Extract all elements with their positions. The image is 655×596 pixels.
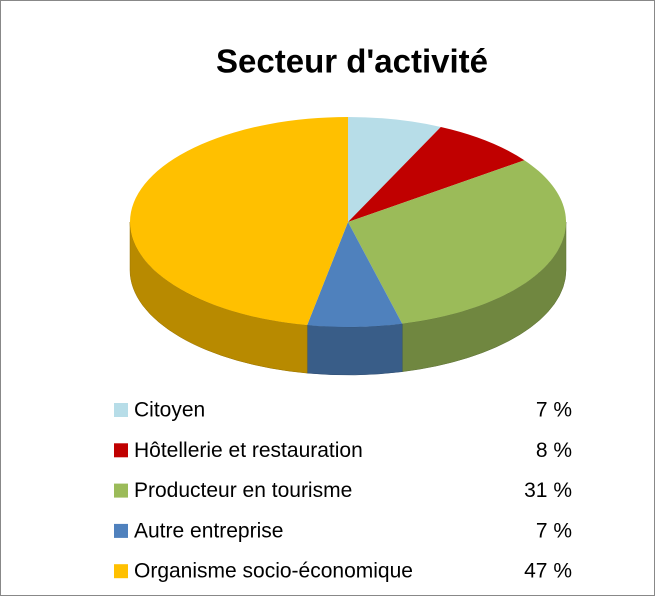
legend-value: 47 %: [524, 560, 572, 583]
legend-value: 7 %: [536, 399, 572, 422]
legend-swatch: [114, 564, 128, 579]
pie-sides: [129, 221, 567, 376]
pie-slice: [307, 222, 403, 327]
pie-slice: [348, 117, 441, 222]
legend-value: 8 %: [536, 439, 572, 462]
legend-swatch: [114, 483, 128, 498]
legend-label: Organisme socio-économique: [134, 560, 413, 583]
legend-value: 7 %: [536, 519, 572, 542]
pie-tops: [129, 117, 567, 327]
legend-label: Hôtellerie et restauration: [134, 439, 363, 462]
pie-slice: [348, 160, 567, 324]
pie-slice: [348, 126, 525, 222]
legend-label: Autre entreprise: [134, 519, 283, 542]
pie-side: [306, 323, 403, 376]
legend-swatch: [114, 523, 128, 538]
chart-title: Secteur d'activité: [216, 43, 488, 80]
legend-swatch: [114, 443, 128, 458]
legend-value: 31 %: [524, 479, 572, 502]
legend-label: Producteur en tourisme: [134, 479, 352, 502]
pie-slice: [129, 117, 348, 326]
legend-label: Citoyen: [134, 399, 205, 422]
legend-swatch: [114, 403, 128, 417]
